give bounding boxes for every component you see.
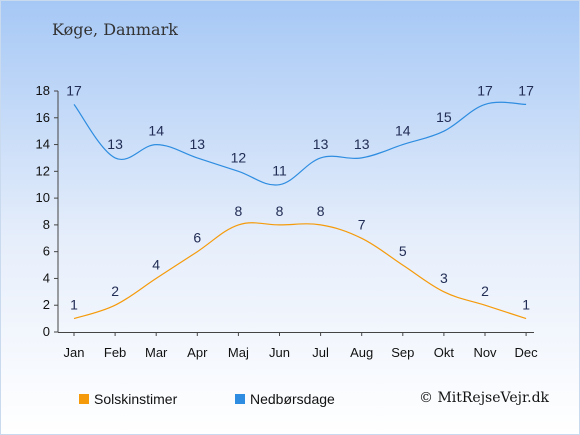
legend-label-sunshine: Solskinstimer: [94, 391, 178, 407]
legend-label-rain-days: Nedbørsdage: [250, 391, 335, 407]
x-tick-label: Sep: [391, 345, 414, 360]
data-label-sunshine: 1: [522, 297, 530, 313]
x-tick-label: Nov: [473, 345, 497, 360]
location-title: Køge, Danmark: [52, 20, 178, 39]
data-label-sunshine: 8: [276, 203, 284, 219]
data-label-sunshine: 5: [399, 243, 407, 259]
x-tick-label: Jan: [64, 345, 85, 360]
data-label-sunshine: 8: [235, 203, 243, 219]
data-label-rain-days: 17: [518, 82, 534, 98]
x-tick-label: Mar: [145, 345, 168, 360]
data-label-sunshine: 4: [152, 256, 160, 272]
legend-swatch-rain-days: [235, 394, 245, 404]
y-tick-label: 16: [36, 110, 50, 125]
x-tick-label: Maj: [228, 345, 249, 360]
y-tick-label: 8: [43, 217, 50, 232]
x-tick-label: Dec: [515, 345, 539, 360]
data-label-rain-days: 17: [477, 82, 493, 98]
y-tick-label: 0: [43, 324, 50, 339]
data-label-rain-days: 15: [436, 109, 452, 125]
data-label-sunshine: 1: [70, 297, 78, 313]
series-line-rain-days: [73, 101, 527, 186]
y-tick-label: 14: [36, 137, 50, 152]
data-label-sunshine: 7: [358, 216, 366, 232]
x-tick-label: Feb: [104, 345, 126, 360]
series-line-sunshine: [73, 222, 527, 320]
x-tick-label: Jun: [269, 345, 290, 360]
y-tick-label: 4: [43, 270, 50, 285]
y-tick-label: 18: [36, 83, 50, 98]
data-label-rain-days: 13: [190, 136, 206, 152]
data-label-sunshine: 3: [440, 270, 448, 286]
x-tick-label: Apr: [187, 345, 208, 360]
data-label-sunshine: 6: [193, 230, 201, 246]
legend-item-rain-days: Nedbørsdage: [235, 391, 335, 407]
data-label-sunshine: 8: [317, 203, 325, 219]
legend-item-sunshine: Solskinstimer: [79, 391, 177, 407]
site-credit: © MitRejseVejr.dk: [419, 390, 550, 406]
x-tick-label: Okt: [434, 345, 455, 360]
data-label-rain-days: 14: [148, 123, 164, 139]
y-tick-label: 10: [36, 190, 50, 205]
data-label-rain-days: 12: [231, 149, 247, 165]
data-label-rain-days: 14: [395, 123, 411, 139]
data-label-rain-days: 13: [107, 136, 123, 152]
data-label-sunshine: 2: [111, 283, 119, 299]
data-label-rain-days: 17: [66, 82, 82, 98]
data-label-rain-days: 13: [354, 136, 370, 152]
x-tick-label: Jul: [312, 345, 329, 360]
y-tick-label: 2: [43, 297, 50, 312]
data-label-rain-days: 13: [313, 136, 329, 152]
x-tick-label: Aug: [350, 345, 373, 360]
y-tick-label: 6: [43, 244, 50, 259]
legend-swatch-sunshine: [79, 394, 89, 404]
data-label-rain-days: 11: [272, 163, 287, 179]
data-label-sunshine: 2: [481, 283, 489, 299]
y-tick-label: 12: [36, 163, 50, 178]
